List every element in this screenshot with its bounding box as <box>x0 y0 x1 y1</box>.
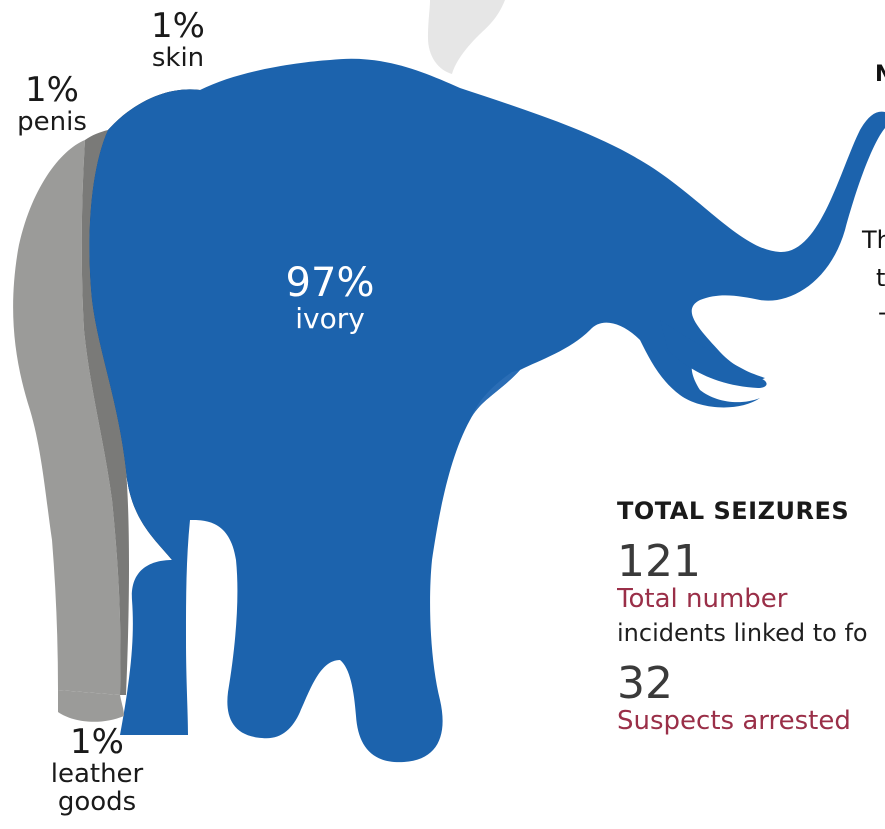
label-leather: 1% leather goods <box>44 724 150 816</box>
cut-text-mid2: t <box>876 264 885 292</box>
smoke-shape <box>428 0 505 74</box>
cut-text-mid1: Th <box>862 226 885 254</box>
leather-label-line1: leather <box>50 759 144 789</box>
total-value: 121 <box>617 536 701 587</box>
cut-text-top: N <box>875 62 885 87</box>
cut-text-mid3: - <box>878 298 885 326</box>
seizure-stats: TOTAL SEIZURES 121 Total number incident… <box>617 497 885 735</box>
tusk-shape <box>660 320 767 388</box>
ivory-highlight <box>470 370 520 420</box>
penis-label: penis <box>17 107 87 137</box>
leather-goods-segment <box>13 140 121 695</box>
label-ivory: 97% ivory <box>268 262 392 334</box>
label-penis: 1% penis <box>16 72 88 136</box>
skin-percent: 1% <box>151 6 205 46</box>
total-description: incidents linked to fo <box>617 619 868 647</box>
label-skin: 1% skin <box>140 8 216 72</box>
ivory-label: ivory <box>295 302 365 335</box>
stats-title: TOTAL SEIZURES <box>617 497 850 525</box>
leather-label-line2: goods <box>57 787 137 817</box>
leather-leg <box>58 690 124 722</box>
penis-percent: 1% <box>25 70 79 110</box>
leather-percent: 1% <box>70 722 124 762</box>
total-label: Total number <box>617 584 788 614</box>
skin-label: skin <box>151 43 205 73</box>
ivory-segment <box>89 58 885 763</box>
penis-segment <box>81 130 129 695</box>
suspects-value: 32 <box>617 658 673 709</box>
suspects-label: Suspects arrested <box>617 706 851 735</box>
ivory-percent: 97% <box>285 260 375 306</box>
